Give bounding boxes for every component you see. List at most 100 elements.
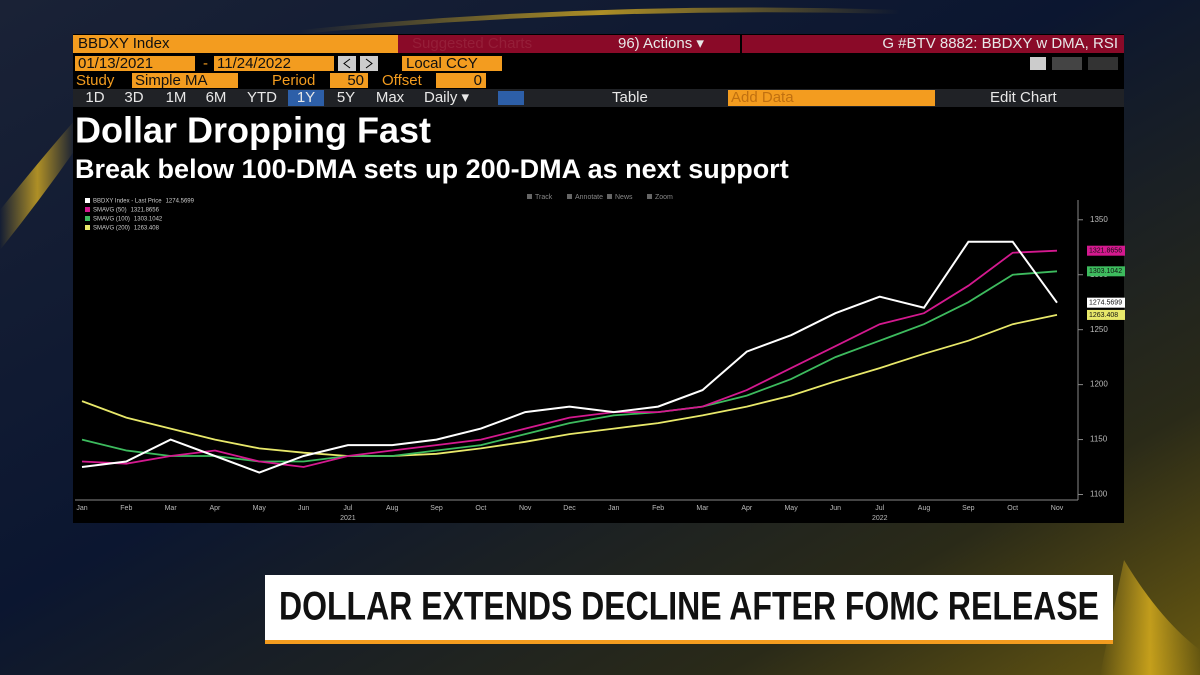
chart-tool[interactable]: News [615, 194, 633, 201]
study-label: Study [76, 72, 115, 89]
end-date-box[interactable] [214, 56, 334, 71]
series-line [81, 270, 1058, 463]
last-value-tag [1087, 266, 1125, 277]
y-tick-label: 1350 [1090, 215, 1108, 224]
x-tick-label: May [784, 505, 798, 512]
security-box[interactable] [73, 35, 398, 53]
currency-box[interactable] [402, 56, 502, 71]
legend-label: BBDXY Index - Last Price [93, 199, 162, 205]
last-value-tag [1087, 297, 1125, 308]
last-value-label: 1321.8656 [1089, 248, 1122, 255]
last-value-tag [1087, 245, 1125, 256]
lower-third-box [265, 575, 1113, 643]
line-icon[interactable] [498, 91, 524, 105]
edit-chart[interactable]: Edit Chart [990, 89, 1058, 106]
period: 50 [347, 72, 364, 89]
period-box[interactable] [330, 73, 368, 88]
last-value-label: 1303.1042 [1089, 268, 1122, 275]
y-tick-label: 1200 [1090, 380, 1108, 389]
last-value-label: 1263.408 [1089, 312, 1118, 319]
range-button[interactable]: 1Y [297, 89, 315, 106]
last-value-label: 1274.5699 [1089, 300, 1122, 307]
period-label: Period [272, 72, 315, 89]
x-tick-label: Aug [386, 505, 399, 512]
y-tick-label: 1150 [1090, 435, 1108, 444]
redo[interactable] [1088, 57, 1118, 70]
range-button[interactable]: 1M [166, 89, 187, 106]
last-value-tag [1087, 309, 1125, 320]
add-data: Add Data [731, 89, 794, 106]
x-tick-label: Jul [343, 505, 352, 512]
year-label: 2021 [340, 515, 356, 522]
x-tick-label: Mar [165, 505, 178, 512]
terminal-panel [73, 34, 1124, 523]
tool-dot [567, 194, 572, 199]
range-button[interactable]: 3D [124, 89, 143, 106]
legend-value: 1274.5699 [166, 199, 195, 205]
start-date: 01/13/2021 [78, 55, 153, 72]
range-button[interactable]: 5Y [337, 89, 355, 106]
prev-button[interactable] [338, 56, 356, 71]
actions-box[interactable] [610, 35, 740, 53]
study-box[interactable] [132, 73, 238, 88]
range-bar [73, 89, 1124, 107]
suggested: Suggested Charts [412, 35, 532, 52]
study: Simple MA [135, 72, 208, 89]
x-tick-label: Jan [608, 505, 619, 512]
legend-value: 1263.408 [134, 226, 160, 232]
x-tick-label: Jun [830, 505, 841, 512]
x-tick-label: Jan [76, 505, 87, 512]
range-selected [288, 90, 324, 106]
year-label: 2022 [872, 515, 888, 522]
y-tick-label: 1100 [1090, 490, 1108, 499]
x-tick-label: Nov [519, 505, 532, 512]
range-button[interactable]: Max [376, 89, 405, 106]
actions: 96) Actions ▾ [618, 35, 704, 52]
x-tick-label: Feb [652, 505, 664, 512]
table[interactable]: Table [612, 89, 648, 106]
legend-swatch [85, 207, 90, 212]
x-tick-label: Dec [563, 505, 576, 512]
chart-tool[interactable]: Zoom [655, 194, 673, 201]
x-tick-label: Jul [875, 505, 884, 512]
legend-label: SMAVG (200) [93, 226, 130, 232]
x-tick-label: Oct [475, 505, 486, 512]
undo[interactable] [1052, 57, 1082, 70]
legend-value: 1303.1042 [134, 217, 163, 223]
range-button[interactable]: 6M [206, 89, 227, 106]
frequency[interactable]: Daily ▾ [424, 89, 470, 106]
range-button[interactable]: YTD [247, 89, 277, 106]
x-tick-label: Sep [962, 505, 975, 512]
start-date-box[interactable] [75, 56, 195, 71]
currency: Local CCY [406, 55, 478, 72]
streak [1100, 560, 1200, 675]
chart-tool[interactable]: Track [535, 194, 553, 201]
offset: 0 [474, 72, 482, 89]
add-data-box[interactable] [728, 90, 935, 106]
x-tick-label: Nov [1051, 505, 1064, 512]
x-tick-label: Feb [120, 505, 132, 512]
range-button[interactable]: 1D [85, 89, 104, 106]
offset-box[interactable] [436, 73, 486, 88]
streak [0, 120, 75, 250]
legend-value: 1321.8656 [131, 208, 160, 214]
security: BBDXY Index [78, 35, 170, 52]
x-tick-label: Aug [918, 505, 931, 512]
y-tick-label: 1250 [1090, 325, 1108, 334]
legend-swatch [85, 216, 90, 221]
suggested-box[interactable] [398, 35, 610, 53]
x-tick-label: Sep [430, 505, 443, 512]
tool-dot [607, 194, 612, 199]
x-tick-label: Apr [741, 505, 753, 512]
x-tick-label: Mar [696, 505, 709, 512]
next-button[interactable] [360, 56, 378, 71]
x-tick-label: Apr [210, 505, 222, 512]
x-tick-label: May [253, 505, 267, 512]
end-date: 11/24/2022 [217, 55, 291, 72]
x-tick-label: Oct [1007, 505, 1018, 512]
icon[interactable] [1030, 57, 1046, 70]
chart-tool[interactable]: Annotate [575, 194, 603, 201]
series-line [81, 314, 1058, 457]
legend-label: SMAVG (100) [93, 217, 130, 223]
